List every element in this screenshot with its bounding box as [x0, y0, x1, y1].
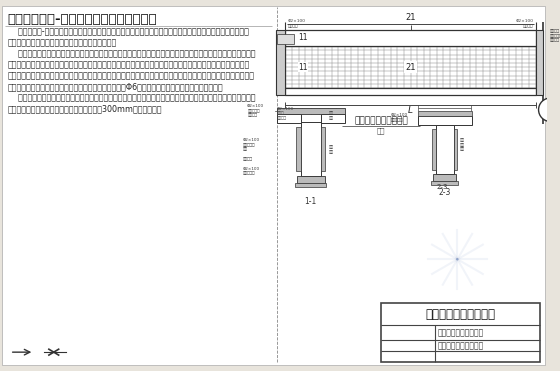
Text: 钢丝绳网片-聚合物砂浆外加层加固类似于增加截面法加固。它作为一种主动加固的工法，既可取代格栅纤维术: 钢丝绳网片-聚合物砂浆外加层加固类似于增加截面法加固。它作为一种主动加固的工法，…	[8, 28, 249, 37]
Bar	[286, 46, 535, 88]
Bar	[297, 176, 324, 183]
Text: 土构件用水泥钉和绳卡固定连接，绳卡网距为300mm梅花型布置。: 土构件用水泥钉和绳卡固定连接，绳卡网距为300mm梅花型布置。	[8, 104, 162, 113]
Bar	[381, 303, 539, 362]
Bar	[436, 125, 454, 174]
Bar	[320, 114, 345, 124]
Text: Φ2×100
聚合物砂浆
面层加固: Φ2×100 聚合物砂浆 面层加固	[248, 104, 264, 117]
Text: 钢板
锚固: 钢板 锚固	[328, 145, 333, 154]
Text: 角钢
锚栓: 角钢 锚栓	[328, 111, 333, 120]
Text: 角钢
锚栓
钢板: 角钢 锚栓 钢板	[459, 138, 464, 151]
Text: 11: 11	[298, 63, 308, 72]
Text: Φ2×100
砂浆面层: Φ2×100 砂浆面层	[287, 19, 305, 28]
Bar	[277, 114, 301, 124]
Bar	[431, 181, 459, 185]
Bar	[418, 116, 472, 125]
Bar	[286, 88, 535, 95]
Bar	[320, 127, 325, 171]
Bar	[295, 183, 326, 187]
Bar	[296, 127, 301, 171]
Text: 比例: 比例	[377, 127, 385, 134]
Text: Φ2×100
聚合物砂浆
面层: Φ2×100 聚合物砂浆 面层	[242, 138, 259, 151]
Text: 梁钢丝绳网片加固说明: 梁钢丝绳网片加固说明	[437, 328, 483, 337]
Text: 21: 21	[405, 13, 416, 22]
Text: 锚栓角钢
聚合物砂浆
面层加固: 锚栓角钢 聚合物砂浆 面层加固	[549, 29, 560, 43]
Bar	[535, 30, 543, 95]
Text: Φ2×100
砂浆面层: Φ2×100 砂浆面层	[516, 19, 534, 28]
Bar	[301, 122, 320, 176]
Text: 11: 11	[298, 33, 308, 42]
Text: 2-3: 2-3	[438, 188, 451, 197]
Text: 1-1: 1-1	[305, 197, 317, 206]
Bar	[276, 30, 286, 95]
Text: 的方式三面或四面围套加固，围套时，梁四角应各推一根Φ6的圆钢使钢丝绳与原构件留有一定缝隙。: 的方式三面或四面围套加固，围套时，梁四角应各推一根Φ6的圆钢使钢丝绳与原构件留有…	[8, 82, 223, 91]
Bar	[277, 35, 294, 44]
Text: 角钢锚固: 角钢锚固	[242, 158, 253, 162]
Bar	[418, 111, 472, 116]
Text: 梁钢丝绳网片-聚合物砂浆外加层加固说明: 梁钢丝绳网片-聚合物砂浆外加层加固说明	[8, 13, 157, 26]
Text: 2-3: 2-3	[436, 184, 447, 190]
Bar	[286, 30, 535, 46]
Text: 主梁全面加固节点图一: 主梁全面加固节点图一	[354, 116, 408, 126]
Text: 梁钢丝绳网片加固做法: 梁钢丝绳网片加固做法	[426, 308, 496, 321]
Text: 21: 21	[405, 63, 416, 72]
Text: 幅固定一幅张拉的方式锚固于梁底；当梁顶负弯承载力不足时，钢丝绳网片应用角钢、钢板与锚栓通过固定张拉的方: 幅固定一幅张拉的方式锚固于梁底；当梁顶负弯承载力不足时，钢丝绳网片应用角钢、钢板…	[8, 60, 250, 69]
Text: 为增强聚合物砂浆与原混凝土的粘结能力，结合面应凿毛、刷净，并涂刷混凝土界面剂一遍。钢丝绳网片与原混凝: 为增强聚合物砂浆与原混凝土的粘结能力，结合面应凿毛、刷净，并涂刷混凝土界面剂一遍…	[8, 93, 255, 102]
Text: Φ2×100
聚合物
砂浆面层: Φ2×100 聚合物 砂浆面层	[277, 107, 294, 120]
Text: L: L	[408, 106, 413, 115]
Text: Φ2×100
聚合物砂浆: Φ2×100 聚合物砂浆	[391, 113, 408, 122]
Text: Φ2×100
聚合物砂浆: Φ2×100 聚合物砂浆	[242, 167, 259, 175]
Text: 主梁全面加固节点图一: 主梁全面加固节点图一	[437, 342, 483, 351]
Text: 式锚固于梁端的桥梁梁双梁架梁上；当梁斜截面受剪承载力不足时，钢丝绳网片应通过角钢与锚栓用一幅固定一幅张拉: 式锚固于梁端的桥梁梁双梁架梁上；当梁斜截面受剪承载力不足时，钢丝绳网片应通过角钢…	[8, 72, 255, 81]
Bar	[277, 108, 345, 114]
Bar	[433, 174, 456, 181]
Text: 可取代碳钢。其加固工法应根据梁的受力常况而定。: 可取代碳钢。其加固工法应根据梁的受力常况而定。	[8, 39, 117, 47]
Circle shape	[539, 98, 560, 121]
Text: 钢丝绳网片的规格及砂浆厚度应根据计算确定。当梁正截面受弯承载力不足时，钢丝绳网片应通过角钢与锚栓用一: 钢丝绳网片的规格及砂浆厚度应根据计算确定。当梁正截面受弯承载力不足时，钢丝绳网片…	[8, 50, 255, 59]
Bar	[454, 129, 458, 170]
Bar	[432, 129, 436, 170]
